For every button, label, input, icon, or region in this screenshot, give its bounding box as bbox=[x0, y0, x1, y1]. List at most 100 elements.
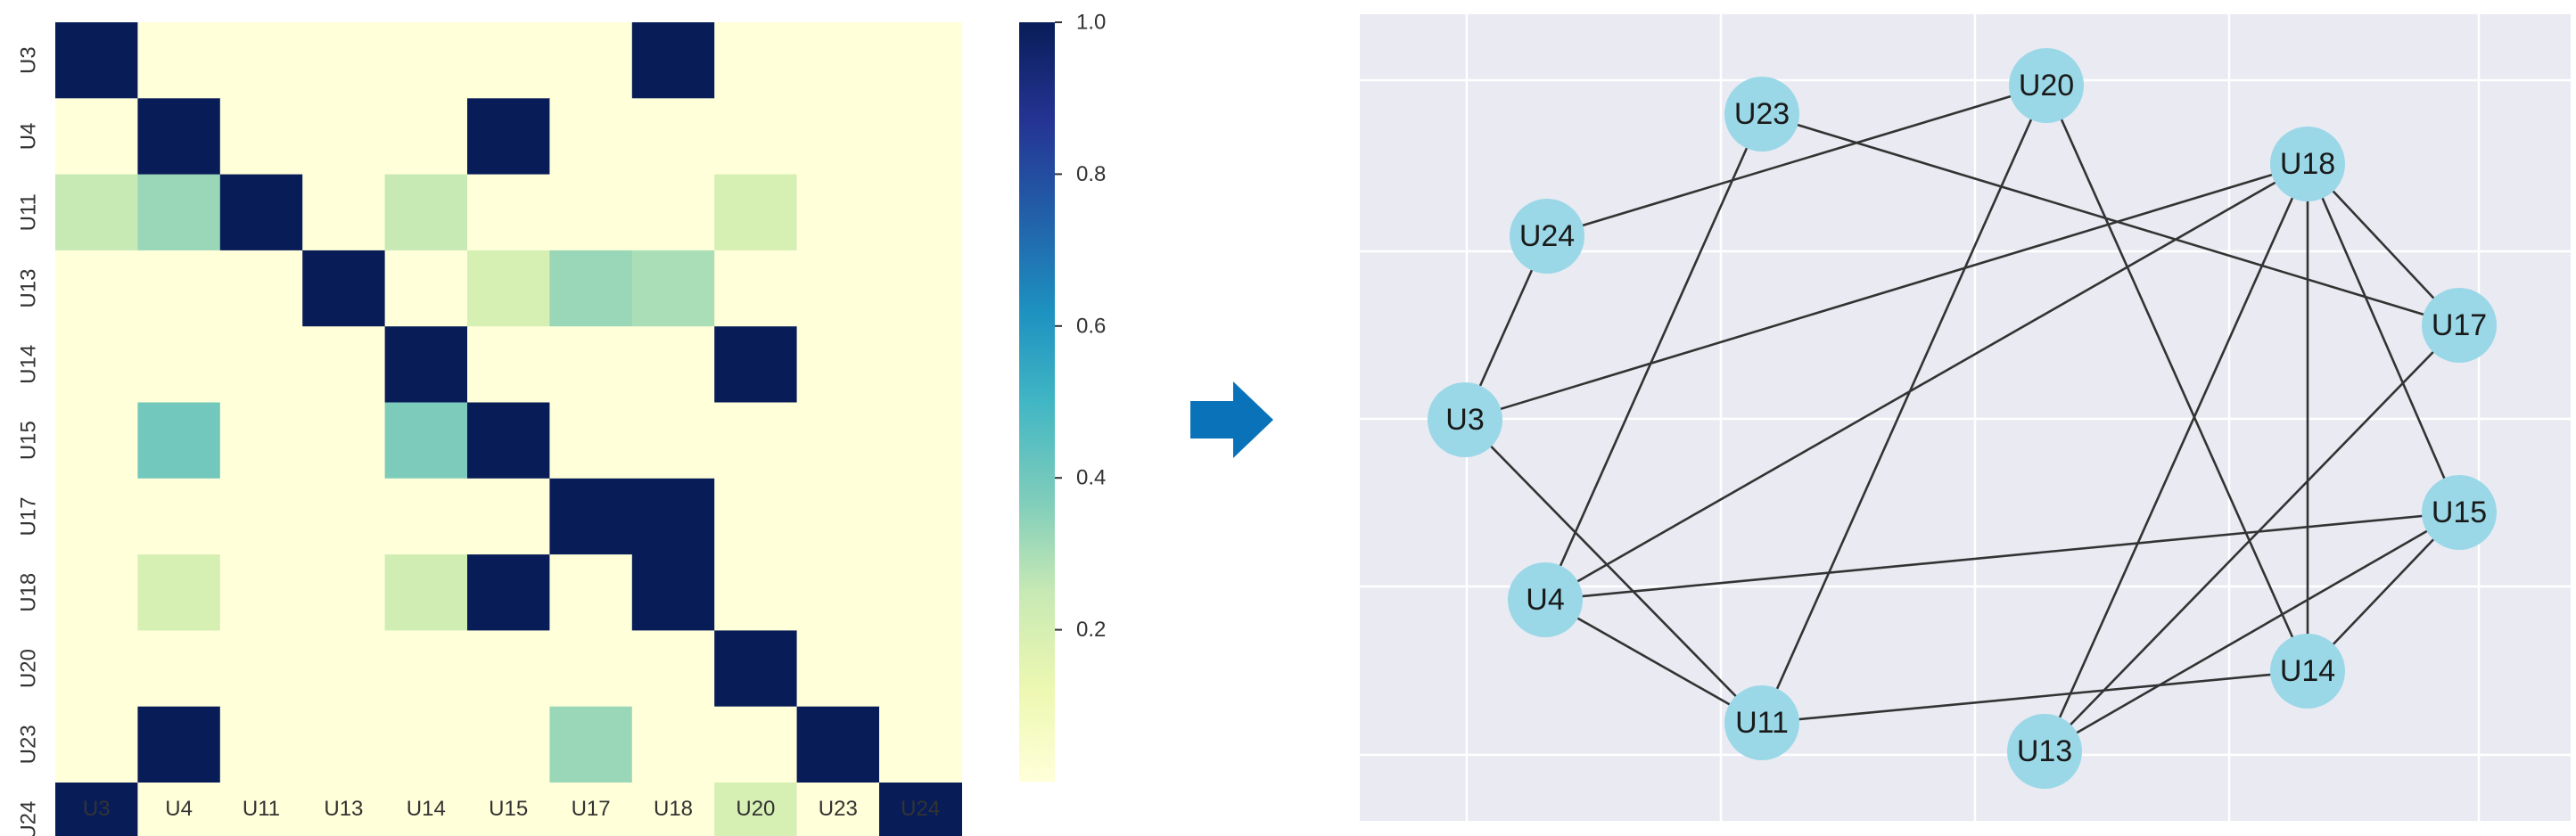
heatmap-cell bbox=[219, 174, 303, 251]
heatmap-cell bbox=[137, 554, 221, 631]
heatmap-cell bbox=[137, 174, 221, 251]
heatmap-cell bbox=[714, 630, 798, 708]
heatmap-cell bbox=[549, 554, 633, 631]
graph-node-label: U18 bbox=[2280, 147, 2335, 181]
heatmap-cell bbox=[467, 326, 550, 404]
heatmap-col-label: U11 bbox=[243, 797, 280, 821]
graph-node: U13 bbox=[2007, 714, 2082, 789]
heatmap-cell bbox=[549, 630, 633, 708]
heatmap-cell bbox=[796, 22, 880, 99]
right-arrow-icon bbox=[1190, 381, 1273, 458]
heatmap-cell bbox=[549, 98, 633, 176]
heatmap-cell bbox=[55, 22, 138, 99]
heatmap-cell bbox=[384, 326, 468, 404]
heatmap-cell bbox=[219, 98, 303, 176]
heatmap-cell bbox=[796, 174, 880, 251]
colorbar-tick-label: 0.2 bbox=[1076, 618, 1106, 642]
graph-edge bbox=[1761, 112, 2460, 327]
heatmap-col-label: U4 bbox=[165, 797, 193, 821]
graph-node-circle bbox=[1428, 382, 1502, 457]
heatmap-cell bbox=[631, 250, 715, 327]
heatmap-row-label: U23 bbox=[17, 725, 41, 764]
graph-node: U23 bbox=[1724, 77, 1799, 152]
heatmap-cell bbox=[302, 783, 386, 836]
heatmap-row-labels: U3 U4 U11 U13 U14 U15 U17 U18 U20 U23 U24 bbox=[17, 46, 41, 836]
heatmap-cell bbox=[302, 402, 386, 479]
heatmap-cell bbox=[384, 783, 468, 836]
colorbar-tick-label: 1.0 bbox=[1076, 11, 1106, 35]
heatmap-cell bbox=[879, 783, 962, 836]
heatmap-cell bbox=[879, 706, 962, 783]
heatmap-col-label: U24 bbox=[901, 797, 940, 821]
heatmap-cell bbox=[219, 326, 303, 404]
heatmap-cell bbox=[137, 22, 221, 99]
graph-node-label: U15 bbox=[2432, 496, 2487, 529]
graph-node: U17 bbox=[2422, 288, 2497, 363]
graph-edge bbox=[1546, 84, 2047, 238]
heatmap-cell bbox=[302, 706, 386, 783]
graph-node-label: U4 bbox=[1526, 583, 1564, 617]
heatmap-cell bbox=[631, 402, 715, 479]
heatmap-cell bbox=[219, 478, 303, 555]
heatmap-cell bbox=[796, 250, 880, 327]
heatmap-cell bbox=[55, 706, 138, 783]
graph-node-circle bbox=[2009, 48, 2084, 123]
heatmap-row-label: U24 bbox=[17, 801, 41, 836]
heatmap-cell bbox=[302, 174, 386, 251]
graph-node-label: U23 bbox=[1734, 97, 1790, 131]
heatmap-col-label: U18 bbox=[654, 797, 693, 821]
heatmap-cell bbox=[302, 22, 386, 99]
heatmap-cell bbox=[467, 174, 550, 251]
graph-edge bbox=[2045, 85, 2309, 672]
heatmap-cell bbox=[631, 22, 715, 99]
heatmap-row-label: U20 bbox=[17, 649, 41, 688]
heatmap-cell bbox=[384, 98, 468, 176]
heatmap-cell bbox=[796, 326, 880, 404]
heatmap-cell bbox=[549, 783, 633, 836]
graph-node-circle bbox=[1508, 562, 1583, 637]
heatmap-cell bbox=[55, 478, 138, 555]
graph-edges bbox=[1463, 84, 2461, 753]
heatmap-cell bbox=[219, 250, 303, 327]
heatmap-cell bbox=[714, 402, 798, 479]
graph-node-circle bbox=[2422, 288, 2497, 363]
heatmap-cell bbox=[467, 250, 550, 327]
heatmap-cell bbox=[714, 326, 798, 404]
graph-background bbox=[1360, 14, 2571, 821]
colorbar-tick-label: 0.8 bbox=[1076, 162, 1106, 186]
graph-node-label: U11 bbox=[1735, 706, 1789, 740]
graph-edge bbox=[1543, 113, 1764, 601]
heatmap-row-label: U3 bbox=[17, 46, 41, 74]
heatmap-cells bbox=[55, 22, 962, 836]
heatmap-cell bbox=[714, 250, 798, 327]
heatmap-col-label: U13 bbox=[324, 797, 363, 821]
heatmap-cell bbox=[137, 250, 221, 327]
heatmap-cell bbox=[796, 554, 880, 631]
graph-node-circle bbox=[2422, 475, 2497, 550]
graph-node: U24 bbox=[1510, 199, 1584, 274]
graph-node-label: U17 bbox=[2432, 308, 2487, 342]
heatmap-cell bbox=[879, 250, 962, 327]
graph-node: U15 bbox=[2422, 475, 2497, 550]
heatmap-cell bbox=[219, 22, 303, 99]
heatmap-cell bbox=[714, 554, 798, 631]
heatmap-cell bbox=[384, 250, 468, 327]
heatmap-col-label: U14 bbox=[407, 797, 446, 821]
graph-node-circle bbox=[2007, 714, 2082, 789]
heatmap-cell bbox=[55, 326, 138, 404]
heatmap-cell bbox=[549, 174, 633, 251]
heatmap-cell bbox=[219, 402, 303, 479]
heatmap-cell bbox=[137, 326, 221, 404]
heatmap-cell bbox=[302, 630, 386, 708]
heatmap-cell bbox=[796, 783, 880, 836]
heatmap-cell bbox=[55, 630, 138, 708]
heatmap-cell bbox=[631, 98, 715, 176]
heatmap-cell bbox=[796, 706, 880, 783]
heatmap-cell bbox=[879, 478, 962, 555]
colorbar: 1.0 0.8 0.6 0.4 0.2 bbox=[1019, 11, 1106, 782]
heatmap-cell bbox=[137, 98, 221, 176]
heatmap-cell bbox=[631, 174, 715, 251]
heatmap-cell bbox=[384, 402, 468, 479]
colorbar-ticks: 1.0 0.8 0.6 0.4 0.2 bbox=[1055, 11, 1106, 642]
